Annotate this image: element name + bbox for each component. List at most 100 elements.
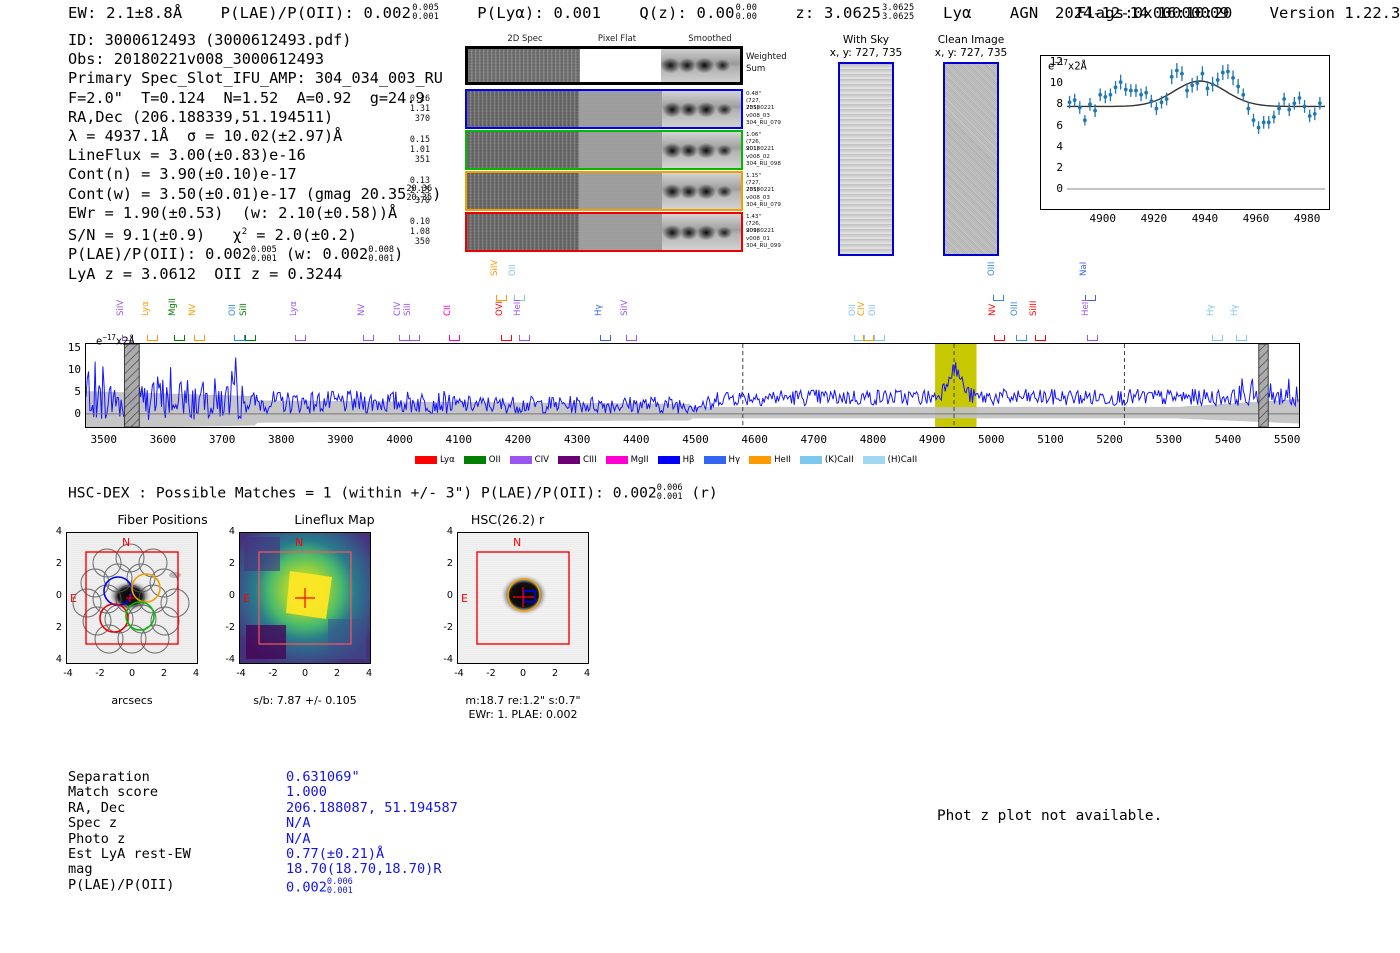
header-line-name: Lyα — [943, 4, 972, 22]
emission-line-label: SiIV — [620, 299, 631, 316]
fiber-row-value: 0.15 — [409, 134, 430, 144]
x-tick: 4980 — [1293, 212, 1321, 225]
legend-swatch — [509, 456, 532, 464]
emission-line-label: OII — [507, 264, 518, 276]
panel-y-tick: 4 — [55, 526, 62, 537]
spectrum-flux-annotation: e−17x2Å — [96, 333, 135, 348]
fiber-pixelflat — [579, 91, 662, 127]
fiber-row-value: 0.13 — [409, 175, 430, 185]
hsc-image-caption2: EWr: 1. PLAE: 0.002 — [468, 708, 578, 721]
hsc-image-panel[interactable] — [457, 532, 589, 664]
header-plae-range: 0.005 0.001 — [412, 3, 440, 23]
hsc-compass-e: E — [461, 592, 468, 605]
spectrum-x-tick: 3700 — [208, 433, 236, 446]
fiber-row-meta: 304_RU_099 — [746, 242, 781, 249]
table-key: Spec z — [68, 815, 118, 832]
emission-line-bracket — [234, 335, 246, 341]
panel-x-tick: 0 — [519, 668, 527, 679]
fiber-row-meta: (727, 735) — [746, 98, 761, 111]
info-plae-w-range: 0.008 0.001 — [368, 244, 395, 264]
emission-line-label: MgII — [167, 298, 178, 316]
fiber-smoothed — [661, 132, 741, 168]
emission-line-bracket — [173, 335, 185, 341]
legend-item: OII — [463, 455, 501, 465]
spectrum-x-tick: 5300 — [1155, 433, 1183, 446]
fiber-row — [465, 212, 743, 252]
emission-line-label: Lyα — [141, 301, 152, 316]
table-value: 206.188087, 51.194587 — [286, 799, 458, 816]
fiber-row-value: 370 — [414, 195, 430, 205]
fiber-positions-panel[interactable] — [66, 532, 198, 664]
panel-y-tick: 2 — [228, 558, 235, 569]
fiber-row-value: 2.15 — [409, 185, 430, 195]
spectrum-x-tick: 4500 — [682, 433, 709, 446]
legend-swatch — [415, 456, 437, 464]
weighted-sum-row — [465, 46, 743, 85]
header-z-range: 3.0625 3.0625 — [882, 3, 915, 23]
emission-line-bracket — [244, 335, 256, 341]
spectrum-y-tick: 15 — [67, 341, 81, 355]
panel-y-tick: -2 — [225, 622, 235, 633]
fiber-row-meta: 304_RU_098 — [746, 160, 781, 167]
fiber-row — [465, 89, 743, 129]
photz-unavailable-note: Phot z plot not available. — [937, 808, 1163, 824]
emission-line-bracket — [873, 335, 885, 341]
spectrum-x-tick: 5200 — [1096, 433, 1123, 446]
lineflux-map-title: Lineflux Map — [294, 512, 375, 527]
y-tick: 6 — [1056, 118, 1063, 132]
info-cont-w: Cont(w) = 3.50(±0.01)e-17 (gmag 20.35 20.… — [68, 183, 442, 203]
lineflux-map-svg — [240, 533, 370, 663]
fiber-2dspec — [467, 132, 580, 168]
fiber-row-meta: 0.48" — [746, 91, 762, 97]
info-params: F=2.0" T=0.124 N=1.52 A=0.92 g=24.9 — [68, 88, 425, 107]
legend-item: HeII — [749, 455, 791, 465]
clean-image-cutout[interactable] — [943, 62, 999, 256]
emission-line-bracket — [500, 335, 512, 341]
fiber-row-meta: (727, 735) — [746, 180, 761, 193]
legend-label: Lyα — [440, 455, 455, 465]
table-value: 0.002 0.006 0.001 — [286, 877, 353, 896]
table-value-range: 0.006 0.001 — [327, 877, 353, 896]
fiber-positions-title: Fiber Positions — [117, 512, 208, 527]
spectrum-x-tick: 4200 — [504, 433, 532, 446]
line-zoom-plot[interactable] — [1040, 55, 1330, 210]
emission-line-label: CII — [442, 304, 453, 316]
with-sky-title: With Sky — [842, 34, 890, 46]
spectrum-x-tick: 3900 — [327, 433, 354, 446]
panel-y-tick: 0 — [228, 590, 235, 601]
hsc-image-title: HSC(26.2) r — [470, 512, 545, 527]
weighted-sum-2dspec — [468, 49, 580, 82]
spectrum-x-tick: 4100 — [445, 433, 473, 446]
emission-line-bracket — [1084, 295, 1096, 301]
fiber-pixelflat — [579, 173, 662, 209]
emission-line-label: SiIII — [1028, 300, 1039, 316]
fiber-smoothed — [661, 214, 741, 250]
emission-line-bracket — [363, 335, 375, 341]
panel-x-tick: 4 — [365, 668, 373, 679]
two-d-spectra-panel: 2D Spec Pixel Flat Smoothed Weighted Sum… — [410, 34, 787, 256]
legend-swatch — [749, 456, 772, 464]
info-lineflux: LineFlux = 3.00(±0.83)e-16 — [68, 146, 306, 165]
fiber-row-meta: 20180221 — [746, 105, 775, 112]
table-value: 0.631069" — [286, 769, 360, 785]
panel-x-tick: -2 — [95, 668, 105, 679]
x-tick: 4900 — [1089, 212, 1117, 225]
header-ew: EW: 2.1±8.8Å — [68, 4, 183, 22]
lineflux-map-panel[interactable] — [239, 532, 371, 664]
with-sky-cutout[interactable] — [838, 62, 894, 256]
weighted-sum-label-2: Sum — [746, 64, 766, 74]
table-key: RA, Dec — [68, 799, 126, 816]
legend-item: Hβ — [657, 455, 695, 465]
table-value: N/A — [286, 830, 311, 847]
legend-label: (K)CaII — [824, 455, 854, 465]
y-tick: 2 — [1056, 160, 1063, 174]
fiber-row-meta: 20180221 — [746, 146, 775, 153]
fiber-row-value: 350 — [414, 236, 430, 246]
fiber-smoothed — [661, 173, 741, 209]
full-spectrum-plot[interactable] — [85, 343, 1300, 428]
emission-line-bracket — [122, 335, 134, 341]
info-plae: P(LAE)/P(OII): 0.002 0.005 0.001 (w: 0.002… — [68, 244, 404, 264]
emission-line-bracket — [1034, 335, 1046, 341]
header-datetime: 2024-12-14 16:10:20 — [1055, 4, 1233, 22]
legend-item: (K)CaII — [799, 455, 854, 465]
